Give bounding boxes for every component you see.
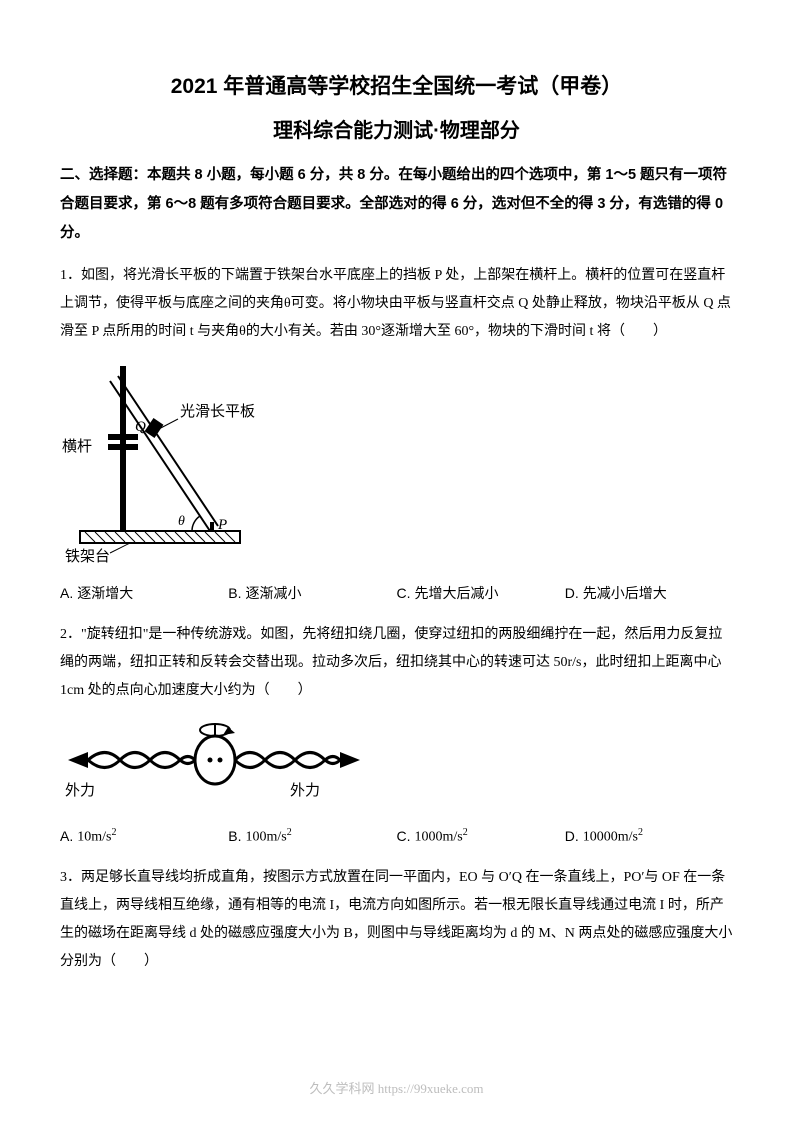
option-label: A. bbox=[60, 828, 73, 844]
q2-label-force-right: 外力 bbox=[290, 782, 320, 799]
q1-label-stand: 铁架台 bbox=[65, 548, 110, 565]
option-text: 逐渐增大 bbox=[77, 587, 133, 602]
q3-text: 3．两足够长直导线均折成直角，按图示方式放置在同一平面内，EO 与 O′Q 在一… bbox=[60, 864, 733, 976]
option-text: 100m/s bbox=[245, 830, 286, 845]
option-label: B. bbox=[228, 585, 241, 601]
option-text: 先增大后减小 bbox=[415, 587, 499, 602]
q1-label-plank: 光滑长平板 bbox=[180, 402, 255, 420]
option-label: C. bbox=[397, 828, 411, 844]
q2-label-force-left: 外力 bbox=[65, 782, 95, 799]
q2-text: 2．"旋转纽扣"是一种传统游戏。如图，先将纽扣绕几圈，使穿过纽扣的两股细绳拧在一… bbox=[60, 621, 733, 705]
option-sup: 2 bbox=[463, 827, 468, 838]
q1-label-bar: 横杆 bbox=[62, 438, 92, 455]
q2-option-B: B. 100m/s2 bbox=[228, 827, 396, 846]
q1-options: A. 逐渐增大 B. 逐渐减小 C. 先增大后减小 D. 先减小后增大 bbox=[60, 583, 733, 603]
q1-label-Q: Q bbox=[135, 419, 146, 435]
main-title-line2: 理科综合能力测试·物理部分 bbox=[60, 114, 733, 143]
option-sup: 2 bbox=[111, 827, 116, 838]
q2-option-A: A. 10m/s2 bbox=[60, 827, 228, 846]
page-footer: 久久学科网 https://99xueke.com bbox=[0, 1078, 793, 1097]
q2-options: A.10m/s2 B.100m/s2 C.1000m/s2 D.10000m/s… bbox=[60, 827, 733, 846]
q2-option-D: D. 10000m/s2 bbox=[565, 827, 733, 846]
option-text: 1000m/s bbox=[415, 830, 463, 845]
q1-figure: Q P θ 光滑长平板 横杆 铁架台 bbox=[60, 356, 733, 571]
option-text: 10m/s bbox=[77, 830, 111, 845]
option-sup: 2 bbox=[287, 827, 292, 838]
option-text: 10000m/s bbox=[583, 830, 638, 845]
option-sup: 2 bbox=[638, 827, 643, 838]
q1-option-D: D. 先减小后增大 bbox=[565, 583, 733, 603]
option-label: C. bbox=[397, 585, 411, 601]
option-text: 逐渐减小 bbox=[245, 587, 301, 602]
q1-label-P: P bbox=[217, 517, 227, 533]
section-instructions: 二、选择题：本题共 8 小题，每小题 6 分，共 8 分。在每小题给出的四个选项… bbox=[60, 161, 733, 248]
q1-text: 1．如图，将光滑长平板的下端置于铁架台水平底座上的挡板 P 处，上部架在横杆上。… bbox=[60, 262, 733, 346]
q1-option-A: A. 逐渐增大 bbox=[60, 583, 228, 603]
option-label: D. bbox=[565, 828, 579, 844]
main-title-line1: 2021 年普通高等学校招生全国统一考试（甲卷） bbox=[60, 70, 733, 100]
q1-option-C: C. 先增大后减小 bbox=[397, 583, 565, 603]
q1-label-theta: θ bbox=[178, 514, 185, 529]
q2-option-C: C. 1000m/s2 bbox=[397, 827, 565, 846]
option-label: A. bbox=[60, 585, 73, 601]
q2-figure: 外力 外力 bbox=[60, 715, 733, 815]
option-text: 先减小后增大 bbox=[583, 587, 667, 602]
option-label: D. bbox=[565, 585, 579, 601]
q1-option-B: B. 逐渐减小 bbox=[228, 583, 396, 603]
option-label: B. bbox=[228, 828, 241, 844]
